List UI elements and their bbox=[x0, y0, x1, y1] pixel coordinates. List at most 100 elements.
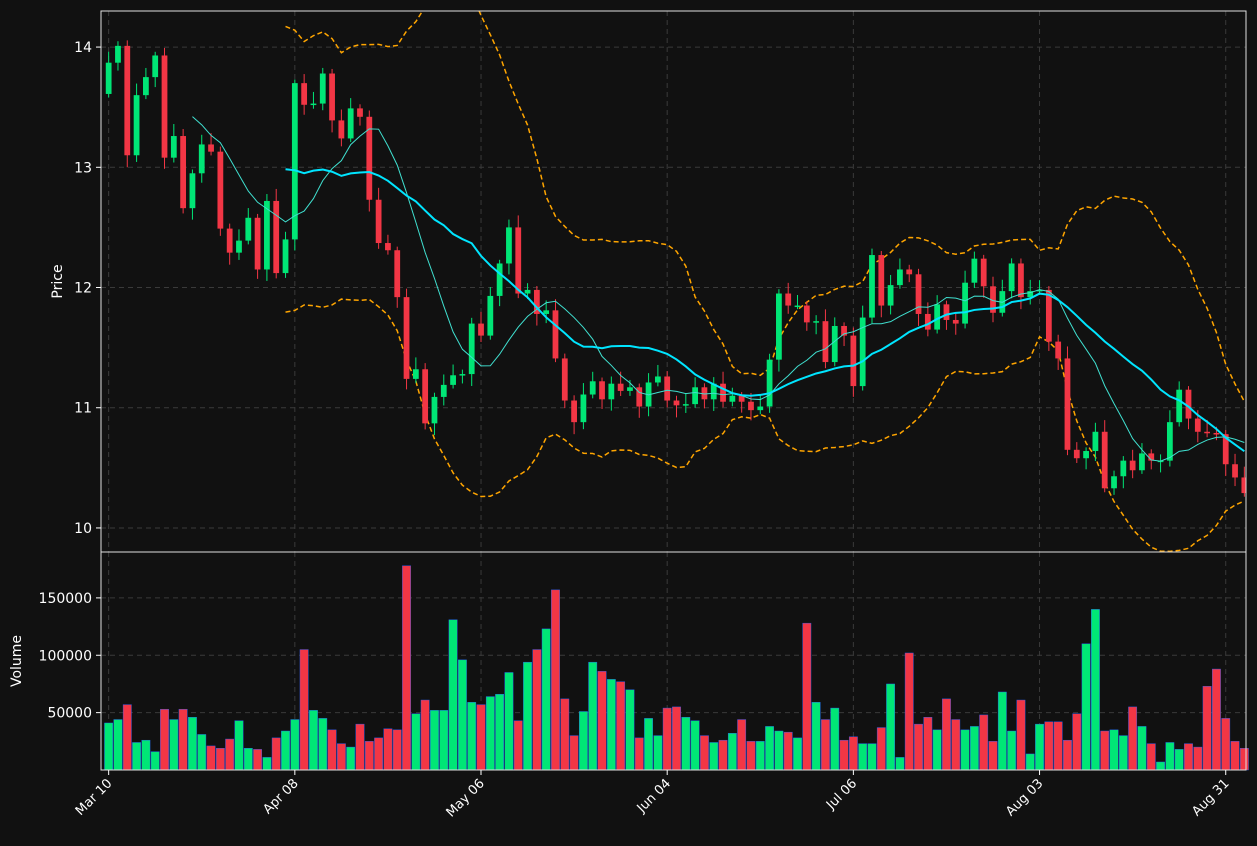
volume-bar bbox=[392, 729, 402, 771]
candle-body bbox=[226, 228, 233, 253]
candle-body bbox=[1092, 431, 1099, 452]
candle-body bbox=[385, 243, 391, 251]
x-tick-label: May 06 bbox=[444, 776, 488, 820]
volume-bar bbox=[579, 711, 588, 771]
x-tick-label: Jul 06 bbox=[823, 776, 860, 813]
candle-body bbox=[506, 227, 512, 264]
volume-bar bbox=[541, 628, 551, 771]
volume-bar bbox=[262, 757, 272, 771]
candle-body bbox=[357, 108, 363, 117]
volume-bar bbox=[113, 719, 123, 771]
volume-bar bbox=[495, 694, 505, 771]
candle-body bbox=[1008, 263, 1015, 292]
volume-bar bbox=[858, 743, 868, 771]
candle-body bbox=[682, 404, 689, 406]
volume-bar bbox=[1193, 746, 1203, 771]
candle-body bbox=[1148, 453, 1155, 461]
ma-short-line bbox=[192, 116, 1245, 462]
volume-bar bbox=[439, 710, 449, 771]
candle-body bbox=[1101, 431, 1108, 489]
volume-bar bbox=[1016, 699, 1026, 771]
volume-bar bbox=[923, 717, 933, 771]
volume-bar bbox=[188, 717, 197, 771]
volume-bar bbox=[960, 729, 970, 771]
volume-bar bbox=[532, 649, 542, 771]
volume-bar bbox=[616, 681, 626, 771]
candle-body bbox=[561, 358, 568, 401]
candle-body bbox=[1073, 449, 1080, 459]
candle-body bbox=[1213, 432, 1220, 435]
candle-body bbox=[1083, 451, 1089, 459]
candle-body bbox=[962, 282, 968, 324]
volume-bar bbox=[271, 737, 281, 771]
x-tick-label: Mar 10 bbox=[73, 776, 116, 819]
candle-body bbox=[394, 250, 401, 298]
volume-bar bbox=[327, 729, 337, 771]
x-tick-label: Aug 03 bbox=[1003, 776, 1046, 819]
candle-body bbox=[869, 255, 875, 318]
candle-body bbox=[571, 400, 577, 423]
volume-bar bbox=[374, 737, 384, 771]
volume-bar bbox=[402, 565, 411, 771]
volume-bar bbox=[1212, 668, 1221, 771]
candle-body bbox=[543, 310, 550, 314]
price-axis-label: Price bbox=[50, 264, 66, 298]
volume-bar bbox=[644, 718, 653, 771]
x-tick-label: Apr 08 bbox=[261, 776, 302, 817]
volume-bar bbox=[215, 748, 225, 771]
candle-body bbox=[533, 289, 540, 314]
candle-body bbox=[1204, 431, 1210, 434]
volume-bar bbox=[309, 710, 318, 771]
volume-bar bbox=[1156, 761, 1165, 771]
volume-bar bbox=[1100, 730, 1110, 771]
volume-bar bbox=[336, 743, 346, 771]
volume-bar bbox=[197, 734, 207, 771]
candle-body bbox=[1176, 389, 1183, 423]
candle-body bbox=[803, 305, 810, 323]
candle-body bbox=[319, 73, 326, 104]
volume-bar bbox=[774, 730, 784, 771]
volume-bar bbox=[672, 706, 681, 771]
volume-bar bbox=[1035, 723, 1044, 771]
volume-bar bbox=[783, 731, 793, 771]
grid-layer bbox=[101, 11, 1246, 770]
candle-body bbox=[198, 144, 205, 174]
candle-body bbox=[347, 108, 354, 139]
volume-bar bbox=[1221, 718, 1231, 771]
candle-body bbox=[152, 55, 159, 78]
candle-body bbox=[552, 310, 559, 359]
volume-bar bbox=[588, 661, 598, 771]
candle-body bbox=[1018, 263, 1024, 298]
candle-body bbox=[487, 295, 494, 336]
volume-bar bbox=[737, 719, 747, 771]
candle-body bbox=[934, 304, 941, 330]
candle-body bbox=[841, 325, 847, 336]
candle-body bbox=[729, 395, 736, 402]
candle-body bbox=[654, 376, 661, 383]
candle-body bbox=[236, 240, 242, 253]
candle-body bbox=[915, 274, 922, 314]
volume-bar bbox=[932, 729, 942, 771]
volume-bar bbox=[523, 661, 532, 771]
candle-body bbox=[831, 325, 838, 363]
volume-bar bbox=[1239, 748, 1249, 771]
volume-bar bbox=[1202, 686, 1212, 771]
candle-body bbox=[878, 255, 885, 306]
candle-body bbox=[822, 321, 829, 363]
volume-bar bbox=[411, 713, 421, 771]
volume-bar bbox=[234, 720, 244, 771]
candle-body bbox=[897, 269, 903, 286]
candle-body bbox=[1185, 389, 1192, 419]
x-tick-label: Aug 31 bbox=[1189, 776, 1232, 819]
candle-body bbox=[375, 199, 382, 244]
volume-bar bbox=[1128, 706, 1138, 771]
candle-body bbox=[757, 406, 764, 411]
volume-tick-label: 150000 bbox=[39, 591, 92, 607]
candle-body bbox=[440, 384, 447, 397]
volume-bar bbox=[150, 751, 160, 771]
candle-body bbox=[627, 387, 633, 391]
volume-bar bbox=[895, 757, 905, 771]
candle-body bbox=[813, 321, 820, 323]
volume-bar bbox=[904, 652, 914, 771]
